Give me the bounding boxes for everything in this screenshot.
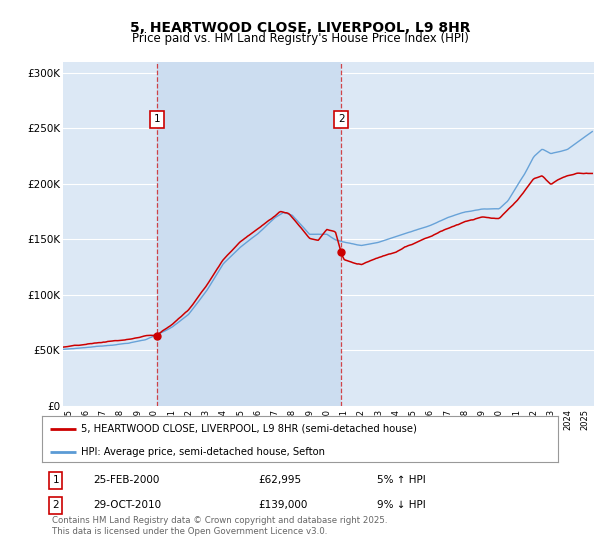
Text: 29-OCT-2010: 29-OCT-2010 — [94, 501, 162, 510]
Text: HPI: Average price, semi-detached house, Sefton: HPI: Average price, semi-detached house,… — [80, 447, 325, 457]
Text: 2: 2 — [52, 501, 59, 510]
Text: £139,000: £139,000 — [259, 501, 308, 510]
Text: 5% ↑ HPI: 5% ↑ HPI — [377, 475, 426, 486]
Text: 25-FEB-2000: 25-FEB-2000 — [94, 475, 160, 486]
Text: 5, HEARTWOOD CLOSE, LIVERPOOL, L9 8HR (semi-detached house): 5, HEARTWOOD CLOSE, LIVERPOOL, L9 8HR (s… — [80, 424, 416, 434]
Text: 5, HEARTWOOD CLOSE, LIVERPOOL, L9 8HR: 5, HEARTWOOD CLOSE, LIVERPOOL, L9 8HR — [130, 21, 470, 35]
Text: 9% ↓ HPI: 9% ↓ HPI — [377, 501, 426, 510]
Text: £62,995: £62,995 — [259, 475, 302, 486]
Text: 1: 1 — [154, 114, 160, 124]
Bar — [157, 62, 341, 406]
Text: 1: 1 — [52, 475, 59, 486]
Text: 2: 2 — [338, 114, 344, 124]
Text: Price paid vs. HM Land Registry's House Price Index (HPI): Price paid vs. HM Land Registry's House … — [131, 32, 469, 45]
Text: Contains HM Land Registry data © Crown copyright and database right 2025.
This d: Contains HM Land Registry data © Crown c… — [52, 516, 388, 535]
